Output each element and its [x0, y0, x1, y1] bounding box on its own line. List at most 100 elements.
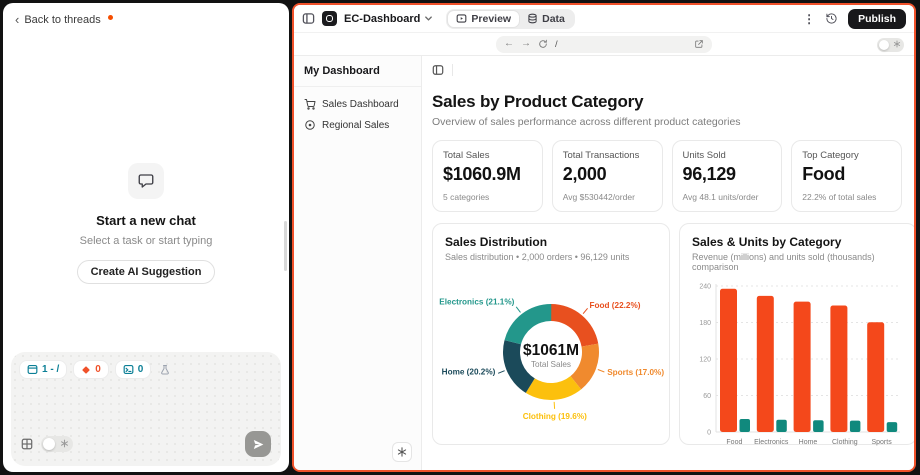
back-to-threads-link[interactable]: ‹ Back to threads [15, 13, 113, 26]
bar-chart-card: Sales & Units by Category Revenue (milli… [679, 223, 914, 445]
sidebar-item-sales-dashboard[interactable]: Sales Dashboard [300, 95, 415, 113]
empty-chat-state: Start a new chat Select a task or start … [3, 163, 289, 284]
svg-text:Home (20.2%): Home (20.2%) [442, 367, 496, 376]
dashboard-main: Sales by Product Category Overview of sa… [422, 56, 914, 470]
tab-preview[interactable]: Preview [448, 11, 519, 27]
svg-text:Food (22.2%): Food (22.2%) [590, 301, 641, 310]
app-frame: EC-Dashboard Preview Data ⋮ [292, 3, 916, 472]
send-button[interactable] [245, 431, 271, 457]
svg-text:240: 240 [699, 284, 711, 291]
svg-text:Sports: Sports [871, 439, 892, 446]
svg-text:$1061M: $1061M [523, 342, 579, 359]
svg-text:Home: Home [799, 439, 818, 446]
view-mode-segmented-control: Preview Data [446, 9, 574, 29]
console-icon [123, 364, 134, 375]
svg-text:Sports (17.0%): Sports (17.0%) [607, 368, 664, 377]
refresh-icon[interactable] [538, 39, 548, 49]
tab-data[interactable]: Data [519, 11, 573, 27]
svg-text:Clothing: Clothing [832, 439, 858, 446]
svg-text:180: 180 [699, 320, 711, 327]
svg-text:Total Sales: Total Sales [531, 360, 571, 369]
page-title: Sales by Product Category [432, 92, 902, 112]
back-arrow-icon[interactable]: ← [504, 39, 514, 49]
issues-chip[interactable]: 0 [73, 360, 109, 379]
stat-sub: Avg 48.1 units/order [683, 192, 772, 202]
chat-panel-header: ‹ Back to threads [3, 3, 289, 36]
url-bar[interactable]: ← → / [496, 36, 712, 53]
donut-chart-card: Sales Distribution Sales distribution • … [432, 223, 670, 445]
diamond-icon [81, 365, 91, 375]
preview-icon [456, 13, 467, 24]
chat-composer[interactable]: 1 - / 0 0 [11, 352, 281, 466]
page-subtitle: Overview of sales performance across dif… [432, 116, 902, 128]
preview-browser-bar: ← → / [294, 32, 914, 56]
create-ai-suggestion-button[interactable]: Create AI Suggestion [77, 260, 216, 284]
app-logo-icon [322, 11, 337, 26]
stat-card-total-sales: Total Sales $1060.9M 5 categories [432, 140, 543, 212]
stat-label: Total Transactions [563, 150, 652, 161]
chart-subtitle: Revenue (millions) and units sold (thous… [692, 252, 904, 272]
grid-icon[interactable] [21, 438, 33, 450]
stat-sub: Avg $530442/order [563, 192, 652, 202]
panel-toggle-icon[interactable] [302, 12, 315, 25]
bar-chart: 0 60 120 180 240 Food Electronics Home Clothing S… [692, 276, 904, 448]
ai-mode-toggle[interactable] [41, 436, 73, 452]
stats-row: Total Sales $1060.9M 5 categories Total … [432, 140, 902, 212]
sparkle-icon [893, 40, 901, 48]
svg-text:Electronics (21.1%): Electronics (21.1%) [439, 297, 514, 306]
donut-chart: Food (22.2%)Sports (17.0%)Clothing (19.6… [445, 266, 657, 434]
sparkle-button[interactable] [392, 442, 412, 462]
cart-icon [304, 98, 316, 110]
sidebar-item-label: Sales Dashboard [322, 99, 399, 110]
svg-text:Food: Food [726, 439, 742, 446]
stat-value: 2,000 [563, 164, 652, 185]
pages-chip[interactable]: 1 - / [19, 360, 67, 379]
stat-card-top-category: Top Category Food 22.2% of total sales [791, 140, 902, 212]
sparkle-icon [60, 439, 69, 448]
chevron-left-icon: ‹ [15, 13, 19, 26]
chevron-down-icon [424, 14, 433, 23]
stat-card-total-transactions: Total Transactions 2,000 Avg $530442/ord… [552, 140, 663, 212]
scrollbar-thumb[interactable] [284, 221, 287, 271]
stat-sub: 22.2% of total sales [802, 192, 891, 202]
chart-title: Sales Distribution [445, 235, 657, 249]
stat-value: Food [802, 164, 891, 185]
content-mini-toolbar [432, 62, 902, 78]
stat-label: Units Sold [683, 150, 772, 161]
project-name-dropdown[interactable]: EC-Dashboard [344, 13, 433, 25]
forward-arrow-icon[interactable]: → [521, 39, 531, 49]
open-external-icon[interactable] [694, 39, 704, 49]
sidebar-title: My Dashboard [294, 65, 421, 87]
stat-label: Total Sales [443, 150, 532, 161]
toggle-knob [879, 40, 889, 50]
stat-card-units-sold: Units Sold 96,129 Avg 48.1 units/order [672, 140, 783, 212]
empty-state-title: Start a new chat [3, 213, 289, 228]
stat-sub: 5 categories [443, 192, 532, 202]
database-icon [527, 13, 538, 24]
console-chip[interactable]: 0 [115, 360, 152, 379]
issues-chip-count: 0 [95, 364, 101, 375]
preview-ai-toggle[interactable] [877, 38, 904, 52]
svg-text:120: 120 [699, 357, 711, 364]
collapse-panel-icon[interactable] [432, 64, 444, 76]
svg-text:Clothing (19.6%): Clothing (19.6%) [523, 412, 587, 421]
chat-bubble-icon [128, 163, 164, 199]
svg-text:0: 0 [707, 430, 711, 437]
toolbar-right-group: ⋮ Publish [803, 9, 906, 29]
tests-chip[interactable] [157, 361, 173, 379]
sparkle-icon [397, 447, 407, 457]
back-to-threads-label: Back to threads [24, 14, 100, 26]
console-chip-count: 0 [138, 364, 144, 375]
svg-text:Electronics: Electronics [754, 439, 789, 446]
tab-data-label: Data [542, 13, 565, 25]
publish-button[interactable]: Publish [848, 9, 906, 29]
history-icon[interactable] [825, 12, 838, 25]
project-name-label: EC-Dashboard [344, 13, 420, 25]
notification-dot [108, 15, 113, 20]
stat-value: 96,129 [683, 164, 772, 185]
more-options-icon[interactable]: ⋮ [803, 12, 815, 26]
svg-text:60: 60 [703, 393, 711, 400]
sidebar-item-regional-sales[interactable]: Regional Sales [300, 116, 415, 134]
chart-subtitle: Sales distribution • 2,000 orders • 96,1… [445, 252, 657, 262]
composer-controls [21, 431, 271, 457]
